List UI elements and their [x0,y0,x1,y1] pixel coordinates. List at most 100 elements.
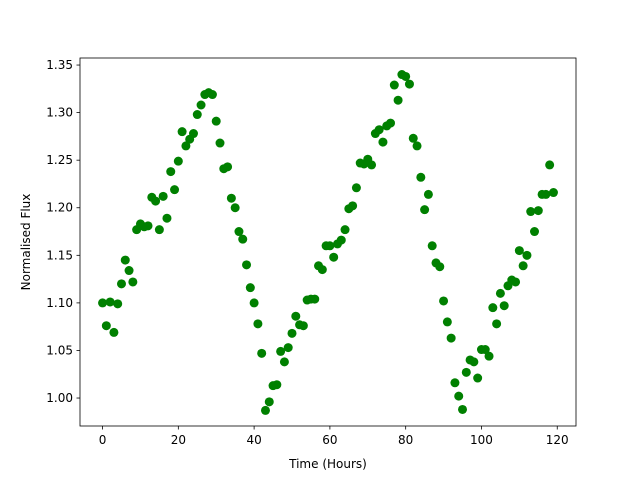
point [325,241,335,251]
x-axis-label: Time (Hours) [288,457,367,471]
point [439,296,449,306]
x-tick-label: 120 [546,433,569,447]
point [317,265,327,275]
point [211,116,221,126]
point [514,246,524,256]
point [287,328,297,338]
y-axis-label: Normalised Flux [19,194,33,291]
point [101,321,111,331]
point [420,205,430,215]
y-tick-label: 1.15 [46,248,73,262]
point [416,172,426,182]
x-tick-label: 0 [99,433,107,447]
point [226,193,236,203]
y-tick-label: 1.35 [46,58,73,72]
point [279,357,289,367]
point [488,303,498,313]
y-tick-label: 1.10 [46,296,73,310]
point [401,71,411,81]
point [230,203,240,213]
point [154,225,164,235]
point [446,333,456,343]
point [196,100,206,110]
point [545,160,555,170]
y-tick-label: 1.25 [46,153,73,167]
y-tick-label: 1.05 [46,343,73,357]
point [283,343,293,353]
point [329,252,339,262]
point [291,311,301,321]
point [348,201,358,211]
point [473,373,483,383]
point [454,391,464,401]
point [461,367,471,377]
point [427,241,437,251]
point [124,266,134,276]
point [412,141,422,151]
point [458,404,468,414]
y-tick-label: 1.30 [46,106,73,120]
point [242,260,252,270]
point [511,277,521,287]
point [143,221,153,231]
x-tick-label: 40 [246,433,261,447]
point [340,225,350,235]
point [435,262,445,272]
point [450,378,460,388]
point [177,127,187,137]
point [257,348,267,358]
point [518,261,528,271]
point [192,110,202,120]
y-tick-label: 1.00 [46,391,73,405]
y-tick-label: 1.20 [46,201,73,215]
point [408,133,418,143]
point [393,95,403,105]
point [386,118,396,128]
x-tick-label: 20 [171,433,186,447]
point [253,319,263,329]
point [484,351,494,361]
x-tick-label: 60 [322,433,337,447]
point [166,167,176,177]
point [116,279,126,289]
point [492,319,502,329]
point [162,213,172,223]
point [128,277,138,287]
point [120,255,130,265]
point [526,207,536,217]
point [223,162,233,172]
point [480,345,490,355]
plot-frame [79,57,577,427]
point [310,294,320,304]
point [113,299,123,309]
point [207,90,217,100]
point [351,183,361,193]
x-tick-label: 100 [470,433,493,447]
point [548,188,558,198]
point [98,298,108,308]
point [298,321,308,331]
point [389,80,399,90]
point [249,298,259,308]
point [533,206,543,216]
point [105,297,115,307]
point [276,346,286,356]
point [173,156,183,166]
point [336,235,346,245]
point [234,227,244,237]
point [374,125,384,135]
point [522,250,532,260]
point [499,301,509,311]
point [188,129,198,139]
point [272,380,282,390]
point [158,191,168,201]
point [469,357,479,367]
point [181,141,191,151]
point [109,327,119,337]
point [245,283,255,293]
point [404,79,414,89]
point [367,160,377,170]
point [530,227,540,237]
